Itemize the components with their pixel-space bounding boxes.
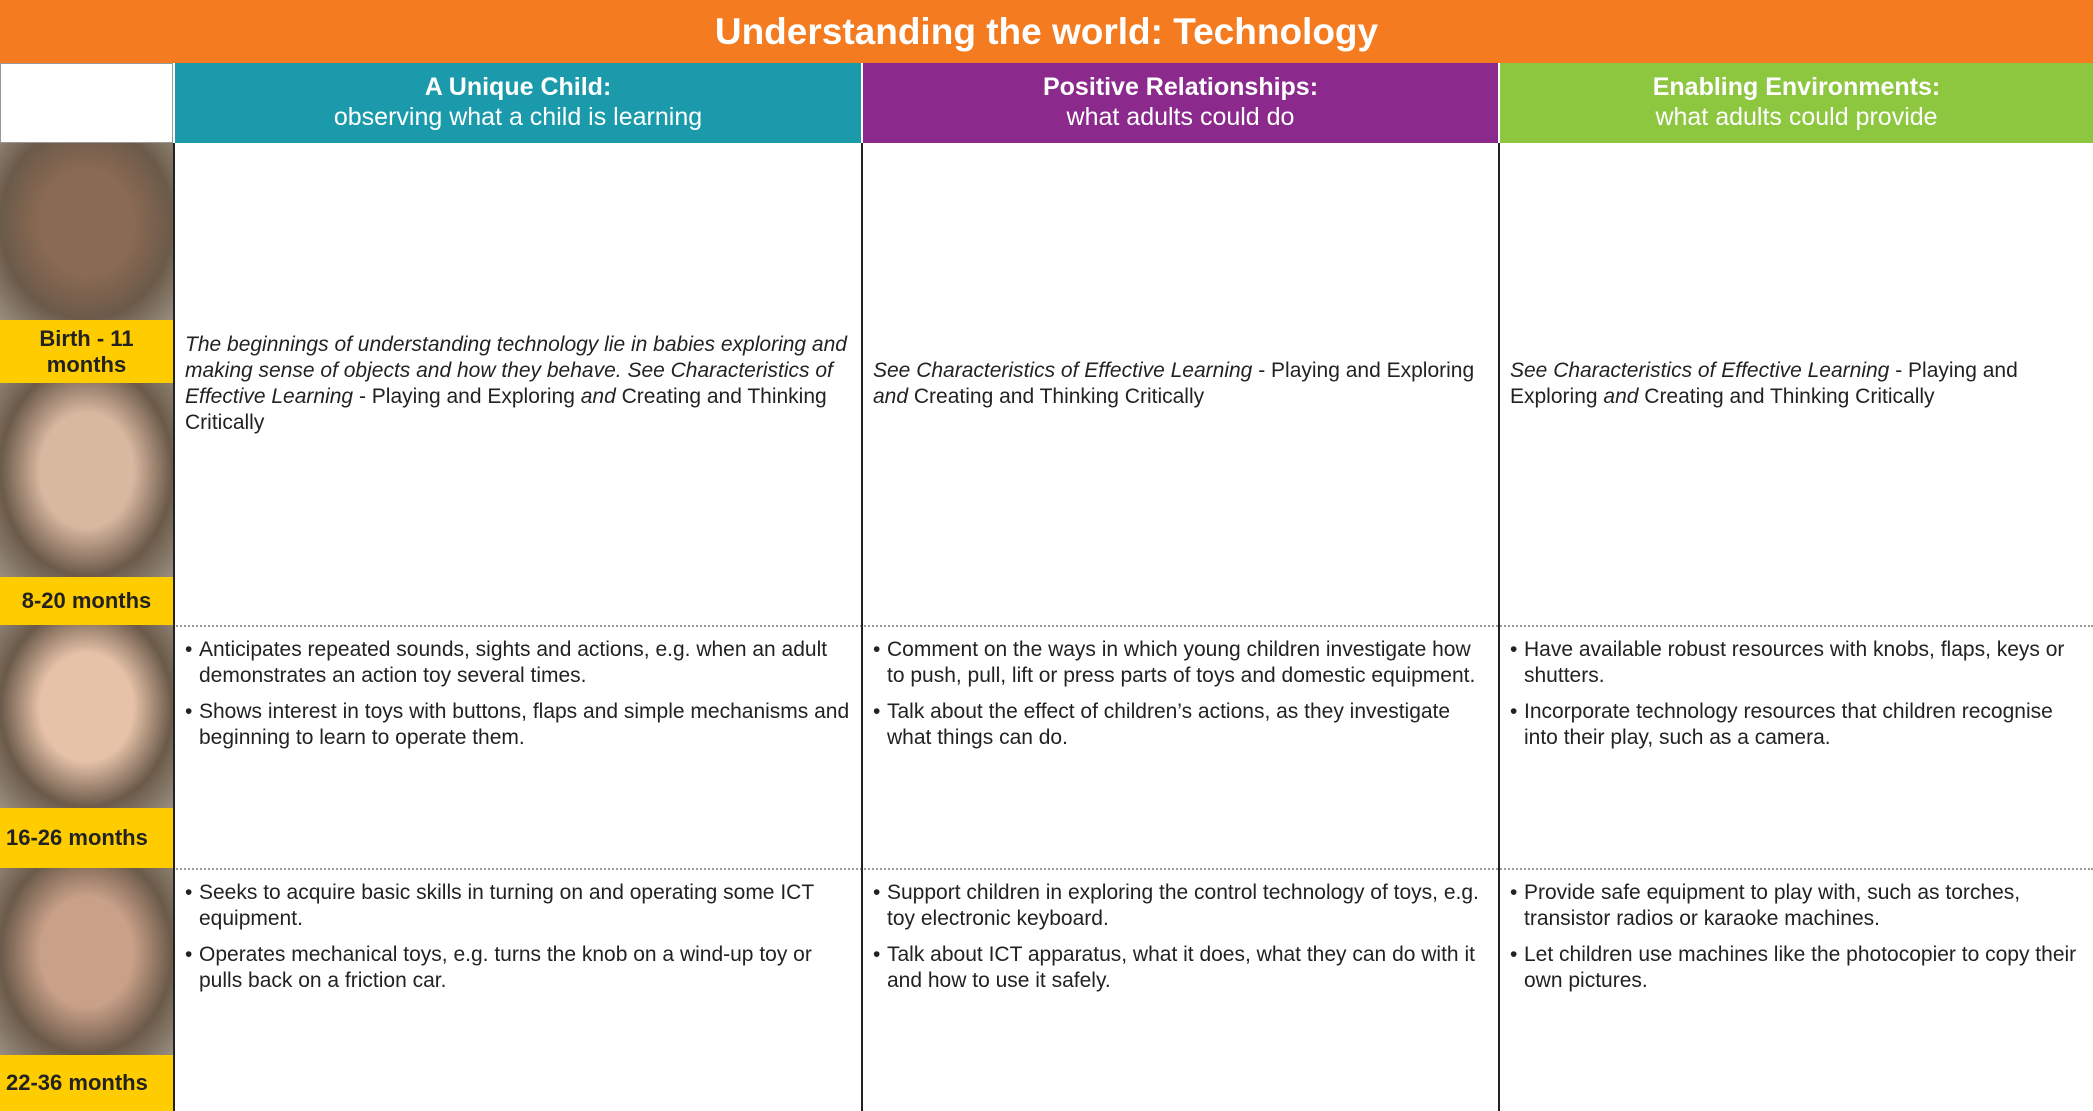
cell: Seeks to acquire basic skills in turning… <box>173 868 861 1111</box>
bullet: Seeks to acquire basic skills in turning… <box>185 880 851 932</box>
column-heading: Positive Relationships: <box>1042 73 1319 101</box>
text-run: Creating and Thinking Critically <box>1638 385 1935 408</box>
column-heading: Enabling Environments: <box>1652 73 1941 101</box>
text-run: - Playing and Exploring <box>353 385 581 408</box>
column-header: Enabling Environments: what adults could … <box>1498 63 2093 143</box>
text-run: See Characteristics of Effective Learnin… <box>873 359 1253 382</box>
bullet-list: Comment on the ways in which young child… <box>873 637 1488 751</box>
text-run: and <box>580 385 616 408</box>
bullet: Support children in exploring the contro… <box>873 880 1488 932</box>
column-subheading: what adults could do <box>1066 103 1295 131</box>
text-run: See Characteristics of Effective Learnin… <box>1510 359 1890 382</box>
text-run: and <box>1603 385 1639 408</box>
photo <box>0 383 173 577</box>
title: Understanding the world: Technology <box>0 0 2093 63</box>
bullet: Comment on the ways in which young child… <box>873 637 1488 689</box>
bullet-list: Support children in exploring the contro… <box>873 880 1488 994</box>
cell: Support children in exploring the contro… <box>861 868 1498 1111</box>
column-header: Positive Relationships: what adults could… <box>861 63 1498 143</box>
bullet: Talk about the effect of children’s acti… <box>873 699 1488 751</box>
age-band: 8-20 months <box>0 577 173 625</box>
bullet: Incorporate technology resources that ch… <box>1510 699 2083 751</box>
cell-text: The beginnings of understanding technolo… <box>185 332 851 436</box>
bullet: Let children use machines like the photo… <box>1510 942 2083 994</box>
text-run: Creating and Thinking Critically <box>185 385 827 434</box>
text-run: and <box>873 385 909 408</box>
cell: The beginnings of understanding technolo… <box>173 143 861 625</box>
column-subheading: what adults could provide <box>1655 103 1938 131</box>
photo <box>0 868 173 1055</box>
row-separator <box>173 625 2093 627</box>
column-heading: A Unique Child: <box>424 73 612 101</box>
bullet-list: Have available robust resources with kno… <box>1510 637 2083 751</box>
text-run: - Playing and Exploring <box>1252 359 1475 382</box>
cell: Provide safe equipment to play with, suc… <box>1498 868 2093 1111</box>
cell: Comment on the ways in which young child… <box>861 625 1498 868</box>
bullet-list: Seeks to acquire basic skills in turning… <box>185 880 851 994</box>
text-run: The beginnings of understanding technolo… <box>185 333 847 408</box>
age-band: 22-36 months <box>0 1055 173 1111</box>
bullet-list: Anticipates repeated sounds, sights and … <box>185 637 851 751</box>
bullet: Anticipates repeated sounds, sights and … <box>185 637 851 689</box>
bullet: Have available robust resources with kno… <box>1510 637 2083 689</box>
photo <box>0 143 173 320</box>
cell: See Characteristics of Effective Learnin… <box>1498 143 2093 625</box>
bullet-list: Provide safe equipment to play with, suc… <box>1510 880 2083 994</box>
corner <box>0 63 173 143</box>
text-run: - Playing and Exploring <box>1510 359 2018 408</box>
cell-text: See Characteristics of Effective Learnin… <box>873 358 1488 410</box>
cell: Have available robust resources with kno… <box>1498 625 2093 868</box>
age-band: Birth - 11 months <box>0 320 173 383</box>
bullet: Talk about ICT apparatus, what it does, … <box>873 942 1488 994</box>
bullet: Shows interest in toys with buttons, fla… <box>185 699 851 751</box>
cell: Anticipates repeated sounds, sights and … <box>173 625 861 868</box>
cell-text: See Characteristics of Effective Learnin… <box>1510 358 2083 410</box>
text-run: Creating and Thinking Critically <box>908 385 1205 408</box>
photo <box>0 625 173 808</box>
column-subheading: observing what a child is learning <box>333 103 703 131</box>
bullet: Operates mechanical toys, e.g. turns the… <box>185 942 851 994</box>
column-header: A Unique Child: observing what a child is… <box>173 63 861 143</box>
row-separator <box>173 868 2093 870</box>
bullet: Provide safe equipment to play with, suc… <box>1510 880 2083 932</box>
age-band: 16-26 months <box>0 808 173 868</box>
cell: See Characteristics of Effective Learnin… <box>861 143 1498 625</box>
